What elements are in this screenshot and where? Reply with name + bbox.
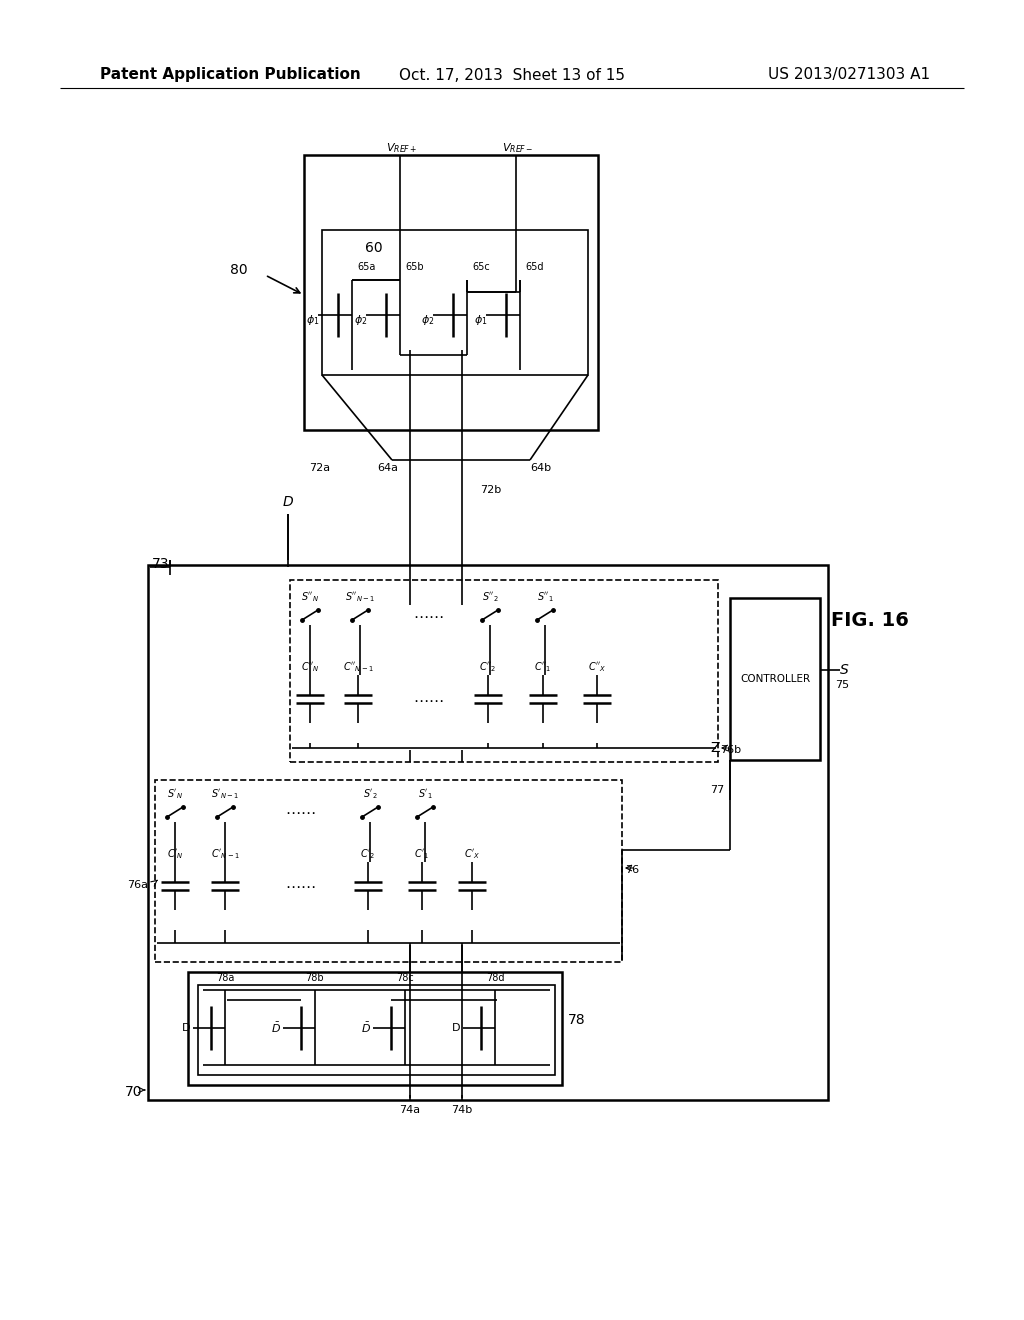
Text: $\bar{D}$: $\bar{D}$ <box>271 1020 281 1035</box>
Bar <box>322 230 588 375</box>
Bar <box>155 780 622 962</box>
Text: 78d: 78d <box>485 973 504 983</box>
Bar <box>188 972 562 1085</box>
Text: 65d: 65d <box>525 261 544 272</box>
Text: $C'_{N-1}$: $C'_{N-1}$ <box>211 847 240 861</box>
Text: $S'_N$: $S'_N$ <box>167 787 183 801</box>
Text: 65c: 65c <box>472 261 489 272</box>
Text: $S''_{N-1}$: $S''_{N-1}$ <box>345 590 375 605</box>
Text: $C'_X$: $C'_X$ <box>464 847 480 861</box>
Text: CONTROLLER: CONTROLLER <box>740 675 810 684</box>
Text: $C''_2$: $C''_2$ <box>479 660 497 675</box>
Text: $C''_{N-1}$: $C''_{N-1}$ <box>343 660 374 675</box>
Text: 77: 77 <box>710 785 724 795</box>
Text: S: S <box>840 663 849 677</box>
Text: 80: 80 <box>230 263 248 277</box>
Bar <box>290 579 718 762</box>
Text: Patent Application Publication: Patent Application Publication <box>100 67 360 82</box>
Text: $V_{REF+}$: $V_{REF+}$ <box>386 141 418 154</box>
Text: $S''_2$: $S''_2$ <box>481 590 499 605</box>
Text: $S'_2$: $S'_2$ <box>362 787 378 801</box>
Text: 64b: 64b <box>530 463 551 473</box>
Text: 76a: 76a <box>127 880 148 890</box>
Text: 65a: 65a <box>357 261 376 272</box>
Text: $S''_1$: $S''_1$ <box>537 590 553 605</box>
Text: 78: 78 <box>568 1012 586 1027</box>
Text: $\phi_{1}$: $\phi_{1}$ <box>474 313 487 327</box>
Text: $C'_2$: $C'_2$ <box>360 847 376 861</box>
Text: $C''_X$: $C''_X$ <box>588 660 606 675</box>
Text: 78a: 78a <box>216 973 234 983</box>
Text: Oct. 17, 2013  Sheet 13 of 15: Oct. 17, 2013 Sheet 13 of 15 <box>399 67 625 82</box>
Text: 75: 75 <box>835 680 849 690</box>
Text: $\cdots\cdots$: $\cdots\cdots$ <box>413 692 443 706</box>
Text: 73: 73 <box>152 557 170 572</box>
Text: Z: Z <box>710 741 720 755</box>
Text: $S'_1$: $S'_1$ <box>418 787 432 801</box>
Text: 72a: 72a <box>309 463 330 473</box>
Text: $\cdots\cdots$: $\cdots\cdots$ <box>285 804 315 820</box>
Text: 78c: 78c <box>396 973 414 983</box>
Text: $\bar{D}$: $\bar{D}$ <box>361 1020 371 1035</box>
Text: $C''_N$: $C''_N$ <box>301 660 319 675</box>
Text: $C'_1$: $C'_1$ <box>415 847 430 861</box>
Text: $\phi_{2}$: $\phi_{2}$ <box>421 313 435 327</box>
Text: 76b: 76b <box>720 744 741 755</box>
Text: D: D <box>452 1023 460 1034</box>
Text: FIG. 16: FIG. 16 <box>831 610 909 630</box>
Text: 74a: 74a <box>399 1105 421 1115</box>
Text: 72b: 72b <box>480 484 502 495</box>
Text: $\phi_{2}$: $\phi_{2}$ <box>354 313 368 327</box>
Text: $\cdots\cdots$: $\cdots\cdots$ <box>413 607 443 623</box>
Bar <box>730 598 820 760</box>
Text: D: D <box>181 1023 190 1034</box>
Bar <box>198 985 555 1074</box>
Text: $S'_{N-1}$: $S'_{N-1}$ <box>211 787 240 801</box>
Text: 70: 70 <box>125 1085 142 1100</box>
Text: 65b: 65b <box>406 261 424 272</box>
Text: 60: 60 <box>365 242 383 255</box>
Text: US 2013/0271303 A1: US 2013/0271303 A1 <box>768 67 930 82</box>
Text: 64a: 64a <box>378 463 398 473</box>
Bar <box>304 154 598 430</box>
Bar <box>148 565 828 1100</box>
Text: $V_{REF-}$: $V_{REF-}$ <box>502 141 534 154</box>
Text: $C''_1$: $C''_1$ <box>535 660 552 675</box>
Text: $\phi_{1}$: $\phi_{1}$ <box>306 313 319 327</box>
Text: 76: 76 <box>625 865 639 875</box>
Text: $S''_N$: $S''_N$ <box>301 590 319 605</box>
Text: $\cdots\cdots$: $\cdots\cdots$ <box>285 879 315 894</box>
Text: 74b: 74b <box>452 1105 473 1115</box>
Text: D: D <box>283 495 293 510</box>
Text: 78b: 78b <box>306 973 325 983</box>
Text: $C'_N$: $C'_N$ <box>167 847 183 861</box>
